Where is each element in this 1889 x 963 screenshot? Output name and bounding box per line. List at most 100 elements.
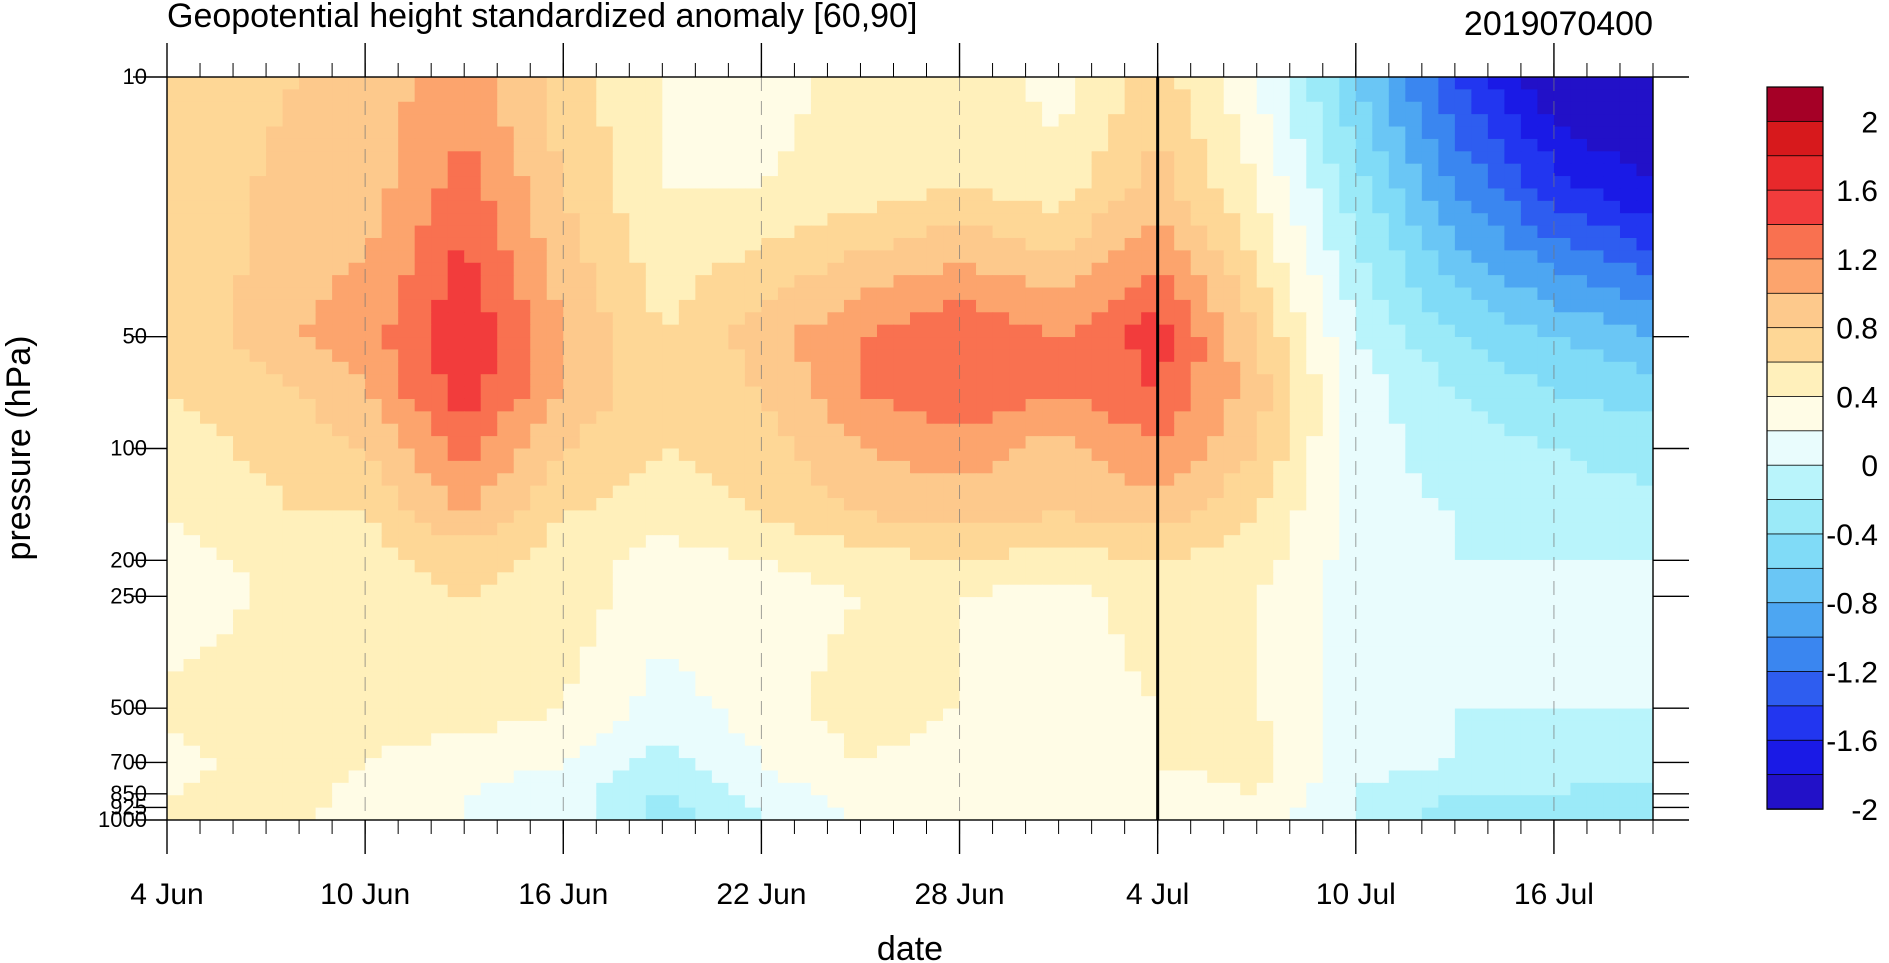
- heatmap-cell: [1553, 683, 1572, 697]
- heatmap-cell: [1553, 646, 1572, 660]
- heatmap-cell: [1223, 176, 1241, 190]
- heatmap-cell: [1025, 733, 1043, 747]
- heatmap-cell: [579, 522, 597, 536]
- heatmap-cell: [1174, 138, 1192, 152]
- heatmap-cell: [579, 609, 597, 623]
- heatmap-cell: [513, 671, 531, 685]
- heatmap-cell: [249, 436, 267, 450]
- heatmap-cell: [1058, 225, 1076, 239]
- heatmap-cell: [1091, 671, 1109, 685]
- heatmap-cell: [1504, 349, 1522, 363]
- heatmap-cell: [414, 151, 432, 165]
- heatmap-cell: [1454, 572, 1472, 586]
- heatmap-cell: [1603, 398, 1621, 412]
- heatmap-cell: [1405, 448, 1423, 462]
- heatmap-cell: [200, 708, 218, 722]
- heatmap-cell: [1058, 733, 1076, 747]
- heatmap-cell: [893, 151, 911, 165]
- heatmap-cell: [1190, 646, 1208, 660]
- heatmap-cell: [1586, 671, 1605, 685]
- heatmap-cell: [1636, 646, 1653, 660]
- heatmap-cell: [629, 547, 647, 561]
- heatmap-cell: [1256, 485, 1274, 499]
- heatmap-cell: [1405, 374, 1423, 388]
- heatmap-cell: [777, 559, 796, 573]
- heatmap-cell: [959, 262, 977, 276]
- heatmap-cell: [1537, 200, 1555, 214]
- heatmap-cell: [365, 510, 383, 524]
- heatmap-cell: [398, 114, 416, 128]
- heatmap-cell: [414, 114, 432, 128]
- heatmap-cell: [332, 448, 350, 462]
- heatmap-cell: [530, 498, 548, 512]
- heatmap-cell: [761, 498, 779, 512]
- heatmap-cell: [1306, 250, 1324, 264]
- heatmap-cell: [1438, 621, 1456, 635]
- heatmap-cell: [1471, 646, 1489, 660]
- heatmap-cell: [1388, 250, 1406, 264]
- heatmap-cell: [1355, 411, 1373, 425]
- heatmap-cell: [332, 126, 350, 140]
- heatmap-cell: [1025, 745, 1043, 759]
- heatmap-cell: [943, 423, 961, 437]
- heatmap-cell: [365, 758, 383, 772]
- heatmap-cell: [332, 89, 350, 103]
- heatmap-cell: [794, 287, 812, 301]
- heatmap-cell: [1108, 101, 1126, 115]
- heatmap-cell: [398, 250, 416, 264]
- heatmap-cell: [728, 237, 746, 251]
- heatmap-cell: [249, 213, 267, 227]
- heatmap-cell: [761, 361, 779, 375]
- heatmap-cell: [910, 559, 928, 573]
- heatmap-cell: [1157, 498, 1175, 512]
- heatmap-cell: [1553, 423, 1572, 437]
- heatmap-cell: [612, 398, 630, 412]
- heatmap-cell: [711, 621, 729, 635]
- heatmap-cell: [876, 262, 895, 276]
- heatmap-cell: [711, 597, 729, 611]
- heatmap-cell: [348, 745, 366, 759]
- heatmap-cell: [1504, 250, 1522, 264]
- heatmap-cell: [381, 163, 399, 177]
- heatmap-cell: [827, 671, 845, 685]
- heatmap-cell: [167, 349, 185, 363]
- heatmap-cell: [1372, 745, 1390, 759]
- heatmap-cell: [1636, 572, 1653, 586]
- heatmap-cell: [1306, 114, 1324, 128]
- heatmap-cell: [794, 733, 812, 747]
- heatmap-cell: [1586, 597, 1605, 611]
- heatmap-cell: [860, 498, 878, 512]
- heatmap-cell: [1619, 237, 1638, 251]
- heatmap-cell: [332, 436, 350, 450]
- heatmap-cell: [200, 225, 218, 239]
- heatmap-cell: [1553, 386, 1572, 400]
- heatmap-cell: [167, 398, 185, 412]
- heatmap-cell: [1438, 498, 1456, 512]
- heatmap-cell: [662, 547, 680, 561]
- heatmap-cell: [629, 287, 647, 301]
- heatmap-cell: [1091, 250, 1109, 264]
- heatmap-cell: [645, 374, 663, 388]
- heatmap-cell: [249, 423, 267, 437]
- heatmap-cell: [1108, 720, 1126, 734]
- heatmap-cell: [1108, 621, 1126, 635]
- heatmap-cell: [1355, 609, 1373, 623]
- heatmap-cell: [645, 349, 663, 363]
- heatmap-cell: [1504, 299, 1522, 313]
- heatmap-cell: [1042, 151, 1060, 165]
- heatmap-cell: [1570, 696, 1588, 710]
- heatmap-cell: [761, 262, 779, 276]
- heatmap-cell: [530, 299, 548, 313]
- heatmap-cell: [381, 683, 399, 697]
- heatmap-cell: [910, 498, 928, 512]
- heatmap-cell: [744, 460, 762, 474]
- heatmap-cell: [447, 696, 465, 710]
- heatmap-cell: [1174, 151, 1192, 165]
- heatmap-cell: [1025, 720, 1043, 734]
- heatmap-cell: [1306, 733, 1324, 747]
- heatmap-cell: [332, 745, 350, 759]
- heatmap-cell: [1306, 559, 1324, 573]
- heatmap-cell: [827, 485, 845, 499]
- heatmap-cell: [1438, 448, 1456, 462]
- heatmap-cell: [1322, 312, 1340, 326]
